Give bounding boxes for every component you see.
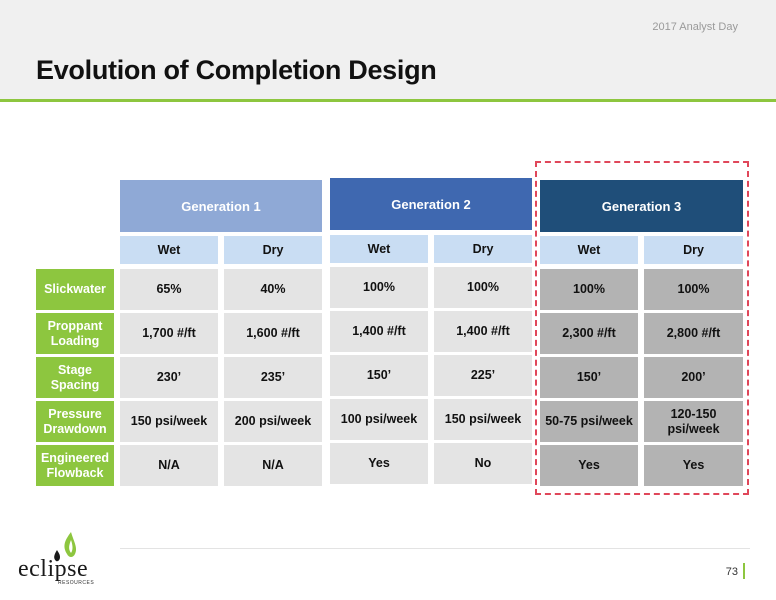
table-cell: N/A [120, 445, 218, 486]
subheader-cell: Dry [644, 236, 743, 264]
table-cell: 1,400 #/ft [434, 311, 532, 352]
table-cell: 235’ [224, 357, 322, 398]
table-cell: 200’ [644, 357, 743, 398]
table-cell: 120-150 psi/week [644, 401, 743, 442]
row-label: Proppant Loading [36, 313, 114, 354]
table-cell: 200 psi/week [224, 401, 322, 442]
table-cell: 50-75 psi/week [540, 401, 638, 442]
page-number: 73 [725, 566, 738, 578]
table-cell: 100% [330, 267, 428, 308]
footer-divider [120, 548, 750, 549]
row-label: Stage Spacing [36, 357, 114, 398]
header-band [0, 0, 776, 100]
table-cell: 1,700 #/ft [120, 313, 218, 354]
table-cell: 100% [434, 267, 532, 308]
generation-3-header: Generation 3 [540, 180, 743, 232]
table-cell: 225’ [434, 355, 532, 396]
logo-subtext: RESOURCES [58, 580, 95, 586]
table-cell: 150’ [330, 355, 428, 396]
table-cell: 1,400 #/ft [330, 311, 428, 352]
table-cell: 100% [540, 269, 638, 310]
flame-logo-icon [54, 532, 77, 562]
table-cell: 150’ [540, 357, 638, 398]
subheader-cell: Dry [224, 236, 322, 264]
subheader-cell: Wet [120, 236, 218, 264]
page-number-accent [743, 563, 745, 579]
table-cell: 150 psi/week [434, 399, 532, 440]
table-cell: 1,600 #/ft [224, 313, 322, 354]
table-cell: 2,800 #/ft [644, 313, 743, 354]
table-cell: 100% [644, 269, 743, 310]
generation-3-highlight [535, 161, 749, 495]
slide-title: Evolution of Completion Design [36, 55, 437, 85]
table-cell: 150 psi/week [120, 401, 218, 442]
table-cell: Yes [330, 443, 428, 484]
row-label: Slickwater [36, 269, 114, 310]
table-cell: 2,300 #/ft [540, 313, 638, 354]
table-cell: Yes [540, 445, 638, 486]
row-label: Pressure Drawdown [36, 401, 114, 442]
table-cell: N/A [224, 445, 322, 486]
header-divider [0, 99, 776, 102]
table-cell: 100 psi/week [330, 399, 428, 440]
generation-2-header: Generation 2 [330, 178, 532, 230]
generation-1-header: Generation 1 [120, 180, 322, 232]
table-cell: 40% [224, 269, 322, 310]
logo-wordmark: eclipse [18, 556, 89, 582]
event-label: 2017 Analyst Day [652, 21, 738, 33]
table-cell: 230’ [120, 357, 218, 398]
subheader-cell: Wet [330, 235, 428, 263]
subheader-cell: Wet [540, 236, 638, 264]
table-cell: No [434, 443, 532, 484]
row-label: Engineered Flowback [36, 445, 114, 486]
table-cell: 65% [120, 269, 218, 310]
table-cell: Yes [644, 445, 743, 486]
subheader-cell: Dry [434, 235, 532, 263]
